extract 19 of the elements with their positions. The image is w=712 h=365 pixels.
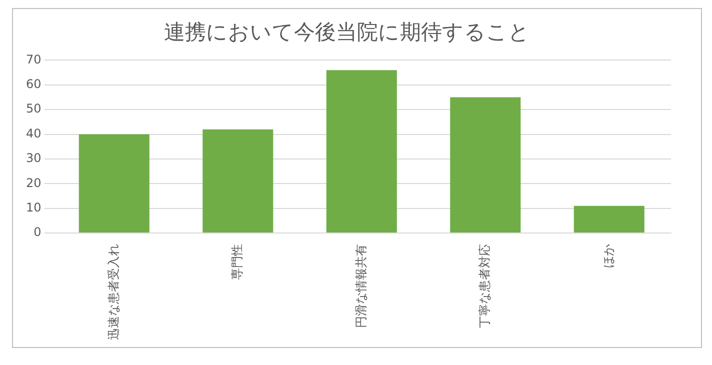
y-tick-label: 70 xyxy=(26,52,42,66)
x-tick-label: 専門性 xyxy=(230,244,244,280)
y-tick-label: 10 xyxy=(26,200,42,214)
y-tick-label: 30 xyxy=(26,151,42,166)
y-tick-label: 50 xyxy=(26,102,42,116)
bar xyxy=(450,97,521,232)
x-tick-label: 丁寧な患者対応 xyxy=(478,244,492,328)
bar xyxy=(78,134,150,232)
y-tick-label: 0 xyxy=(34,225,42,240)
x-tick-label: 迅速な患者受入れ xyxy=(106,244,120,340)
bar xyxy=(326,70,397,232)
y-tick-label: 60 xyxy=(26,77,42,92)
x-tick-label: 円滑な情報共有 xyxy=(354,244,368,328)
y-tick-label: 20 xyxy=(26,176,42,190)
bar xyxy=(574,206,644,232)
chart-title: 連携において今後当院に期待すること xyxy=(164,20,530,44)
bar xyxy=(202,129,274,232)
x-tick-label: ほか xyxy=(601,244,616,268)
y-tick-label: 40 xyxy=(26,126,42,140)
